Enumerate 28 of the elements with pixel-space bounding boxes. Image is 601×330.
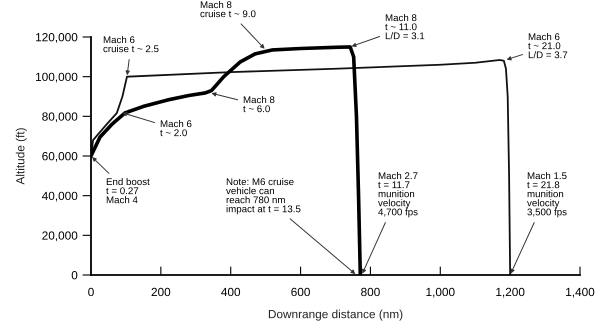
y-tick-label: 0 bbox=[72, 271, 78, 280]
annotation: Mach 2.7 t = 11.7 munition velocity 4,700 fps bbox=[378, 172, 418, 218]
y-tick-label: 20,000 bbox=[42, 231, 78, 242]
y-tick-label: 120,000 bbox=[36, 33, 78, 43]
y-tick-label: 60,000 bbox=[42, 152, 78, 162]
y-axis-title: Altitude (ft) bbox=[16, 128, 27, 185]
annotation: Mach 8 t ~ 11.0 L/D = 3.1 bbox=[385, 14, 424, 40]
x-tick-label: 1,400 bbox=[566, 288, 594, 298]
x-tick-label: 1,000 bbox=[426, 288, 455, 298]
y-tick-label: 40,000 bbox=[42, 192, 78, 202]
annotation: Mach 6 cruise t ~ 2.5 bbox=[103, 36, 159, 52]
annotation: Mach 8 cruise t ~ 9.0 bbox=[200, 1, 256, 18]
annotation: End boost t = 0.27 Mach 4 bbox=[106, 178, 150, 204]
x-axis-title: Downrange distance (nm) bbox=[268, 310, 402, 321]
y-tick-label: 80,000 bbox=[42, 112, 78, 122]
x-tick-label: 400 bbox=[221, 288, 240, 296]
y-tick-label: 100,000 bbox=[36, 72, 78, 82]
annotation: Mach 6 t ~ 2.0 bbox=[160, 120, 192, 136]
line-series bbox=[91, 59, 512, 275]
annotation: Mach 1.5 t = 21.8 munition velocity 3,500 fps bbox=[527, 172, 567, 218]
annotation: Mach 8 t ~ 6.0 bbox=[243, 96, 274, 112]
annotation: Note: M6 cruise vehicle can reach 780 nm impact at t = 13.5 bbox=[226, 178, 300, 214]
x-tick-label: 0 bbox=[88, 288, 94, 296]
x-tick-label: 200 bbox=[152, 288, 170, 296]
x-tick-label: 1,200 bbox=[496, 288, 524, 298]
x-tick-label: 800 bbox=[361, 288, 380, 296]
annotation: Mach 6 t ~ 21.0 L/D = 3.7 bbox=[528, 33, 568, 58]
x-tick-label: 600 bbox=[291, 288, 310, 296]
